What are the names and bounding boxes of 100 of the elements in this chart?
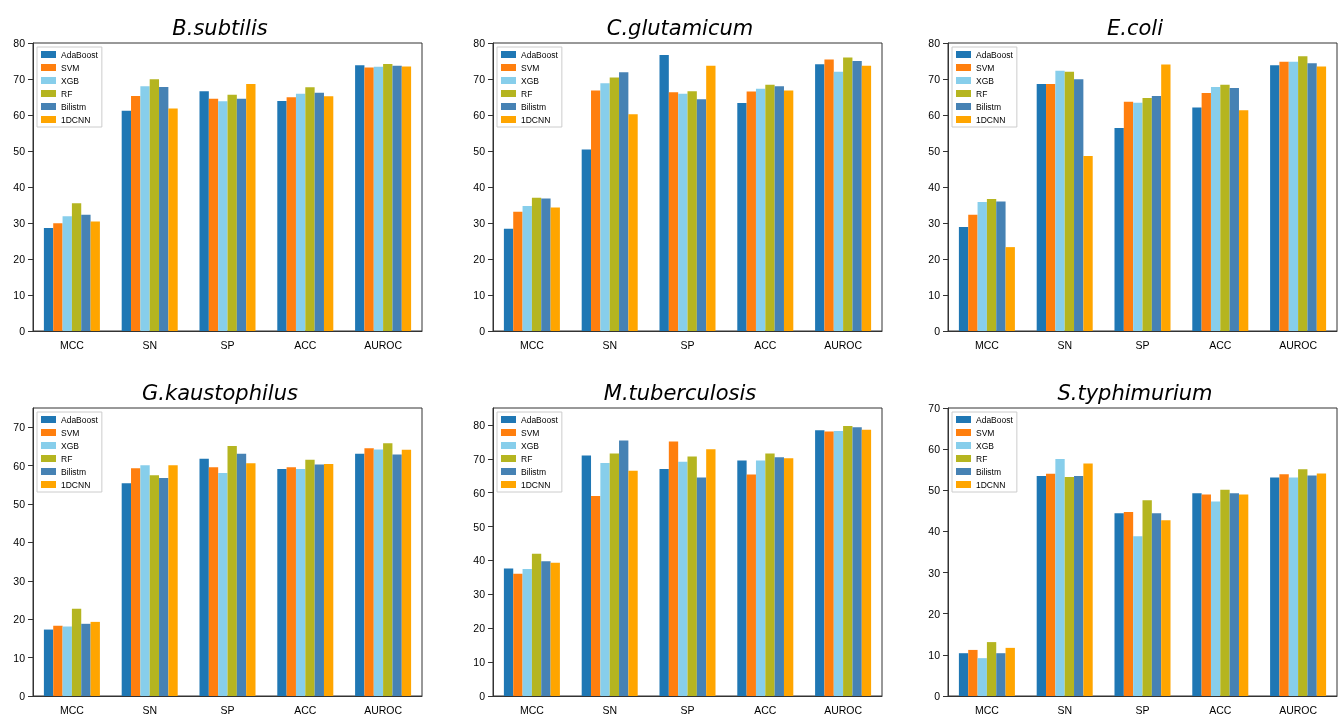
bar — [373, 449, 384, 696]
bar — [246, 463, 256, 696]
y-tick-label: 20 — [473, 253, 486, 265]
x-tick-label: SP — [680, 338, 695, 351]
y-tick-label: 20 — [13, 253, 26, 265]
bar — [513, 211, 523, 331]
bar — [1114, 127, 1124, 331]
legend-label: Bilistm — [976, 101, 1002, 112]
bar — [305, 87, 315, 331]
x-tick-label: AUROC — [824, 703, 863, 716]
bar — [1298, 469, 1308, 696]
chart-title: S.typhimurium — [1057, 380, 1213, 405]
legend-label: AdaBoost — [61, 49, 99, 60]
bar — [43, 629, 54, 696]
bar — [305, 459, 315, 696]
bar — [323, 96, 334, 331]
bar — [159, 86, 169, 331]
bar — [755, 460, 766, 696]
x-tick-label: SN — [602, 703, 617, 716]
y-tick-label: 40 — [473, 181, 486, 193]
bar — [619, 72, 629, 331]
y-tick-label: 30 — [473, 217, 486, 229]
bar — [609, 453, 620, 696]
bar — [696, 477, 707, 696]
bar — [1133, 102, 1143, 331]
legend-label: SVM — [976, 62, 995, 73]
x-tick-label: AUROC — [364, 703, 403, 716]
bar — [295, 469, 306, 696]
bar — [208, 98, 219, 331]
bar — [609, 77, 620, 331]
y-tick-label: 0 — [934, 325, 941, 337]
bar — [43, 228, 54, 331]
bar — [199, 91, 209, 331]
bar — [737, 103, 747, 331]
bar — [843, 57, 853, 331]
bar — [1307, 63, 1317, 331]
x-tick-label: SP — [680, 703, 695, 716]
x-tick-label: MCC — [974, 338, 1000, 351]
bar — [1036, 475, 1047, 696]
y-tick-label: 20 — [13, 613, 26, 626]
bar — [1142, 500, 1152, 696]
legend-label: Bilistm — [61, 466, 87, 477]
x-tick-label: AUROC — [1279, 338, 1318, 351]
bar — [815, 64, 825, 331]
bar — [1220, 489, 1230, 696]
bar — [687, 456, 697, 696]
x-tick-label: ACC — [294, 338, 317, 351]
bar — [659, 468, 669, 696]
y-tick-label: 50 — [928, 484, 941, 497]
y-tick-label: 80 — [928, 37, 941, 49]
y-tick-label: 60 — [13, 459, 26, 472]
y-tick-label: 70 — [13, 421, 26, 434]
bar — [81, 623, 91, 696]
bar — [678, 461, 688, 696]
bar — [958, 226, 969, 331]
x-tick-label: SP — [220, 703, 235, 716]
bar — [765, 453, 775, 696]
legend-label: AdaBoost — [976, 49, 1014, 60]
bar — [1307, 475, 1317, 696]
bar — [1133, 536, 1143, 696]
y-tick-label: 40 — [928, 525, 941, 538]
bar — [286, 97, 296, 331]
bar — [628, 114, 638, 331]
x-tick-label: AUROC — [1279, 703, 1318, 716]
bar — [824, 59, 834, 331]
bar — [364, 67, 374, 331]
bar — [706, 449, 716, 696]
bar — [90, 221, 100, 331]
bar — [1055, 459, 1065, 696]
bar — [619, 440, 629, 696]
x-tick-label: ACC — [1209, 703, 1232, 716]
bar — [1151, 95, 1162, 331]
bar — [522, 568, 532, 696]
bar — [90, 621, 100, 696]
bar — [968, 214, 978, 331]
bar — [1005, 647, 1015, 696]
bar — [401, 449, 412, 696]
bar — [852, 427, 862, 696]
y-tick-label: 40 — [13, 536, 26, 549]
bar — [746, 91, 756, 331]
bar — [62, 216, 72, 331]
legend-label: XGB — [61, 440, 80, 451]
bar — [996, 201, 1006, 331]
legend-label: RF — [61, 88, 73, 99]
bar — [815, 430, 825, 696]
bar — [668, 441, 679, 696]
bar — [218, 101, 228, 331]
x-tick-label: SP — [1135, 703, 1150, 716]
y-tick-label: 0 — [934, 690, 941, 702]
x-tick-label: SN — [602, 338, 617, 351]
y-tick-label: 80 — [13, 37, 26, 49]
bar — [392, 65, 402, 331]
bar — [236, 453, 247, 696]
bar — [678, 93, 688, 331]
bar — [62, 626, 72, 696]
bar — [323, 464, 334, 696]
x-tick-label: SN — [1057, 703, 1072, 716]
bar — [383, 63, 393, 331]
bar — [1192, 493, 1202, 696]
y-tick-label: 30 — [928, 566, 941, 579]
